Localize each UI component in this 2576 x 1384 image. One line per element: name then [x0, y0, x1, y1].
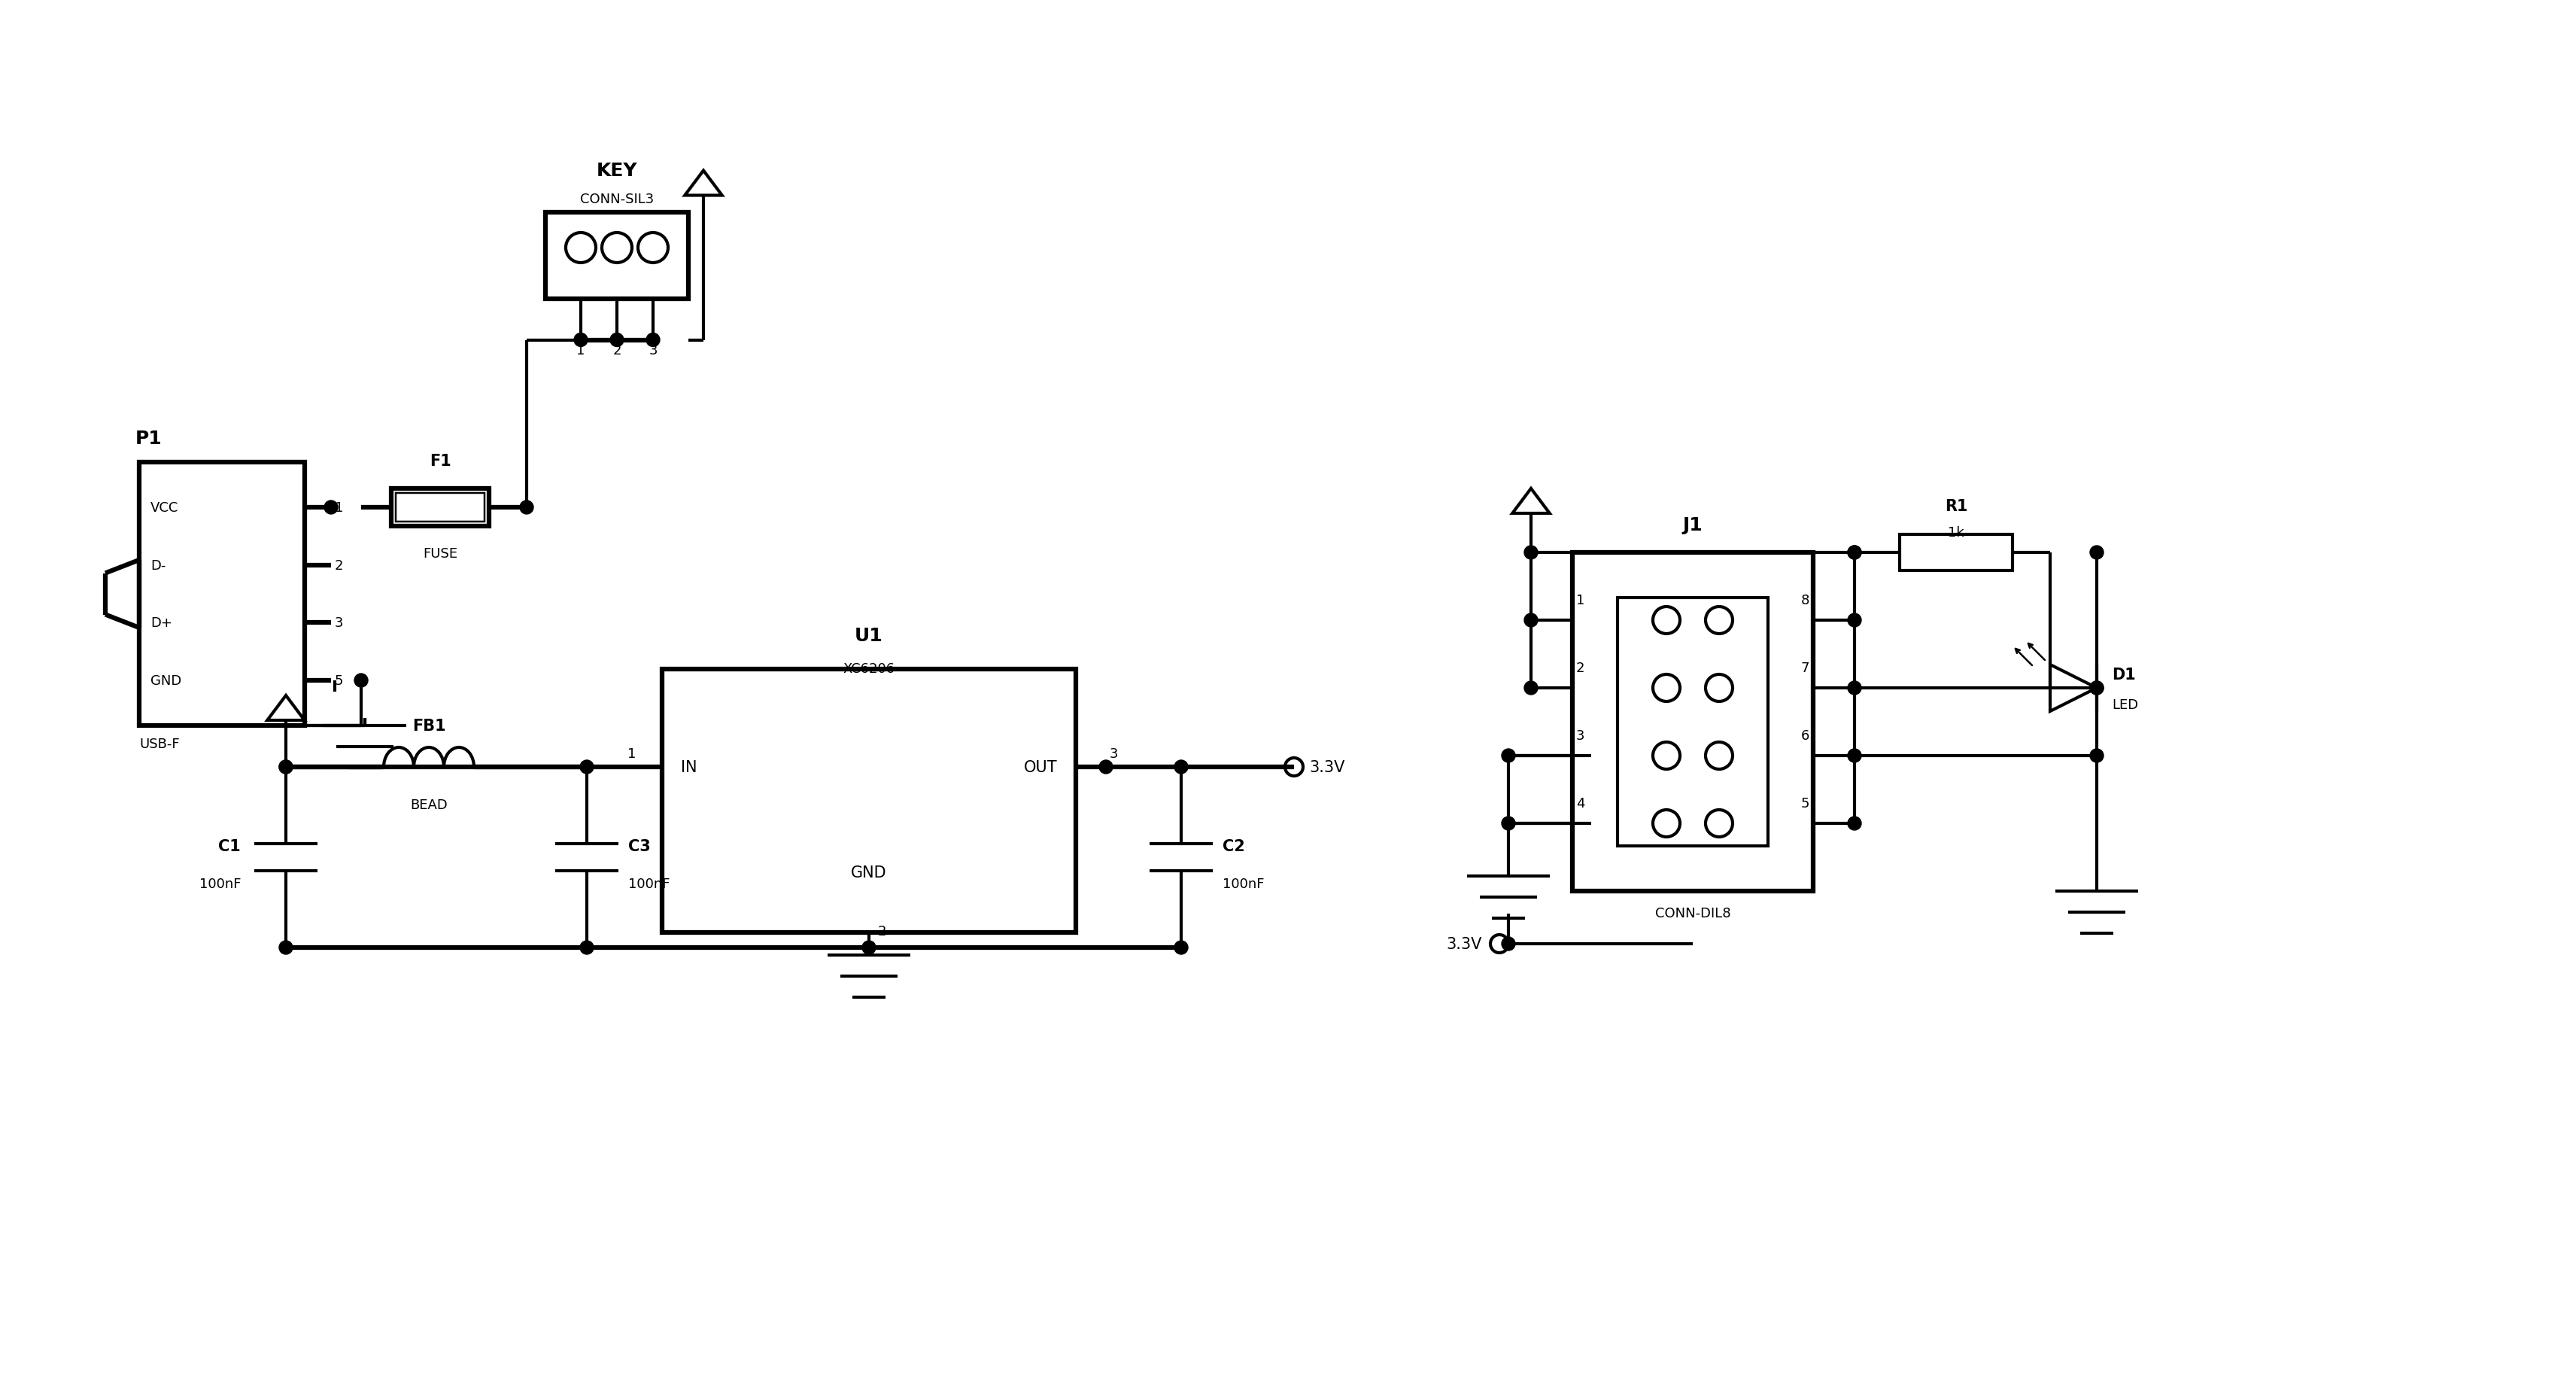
Circle shape [2089, 681, 2105, 695]
Text: C1: C1 [219, 839, 240, 854]
Circle shape [1525, 547, 1538, 559]
Text: 1: 1 [335, 501, 343, 515]
Circle shape [1847, 817, 1862, 830]
Circle shape [580, 760, 592, 774]
Circle shape [1502, 937, 1515, 951]
Text: 3.3V: 3.3V [1309, 760, 1345, 775]
Circle shape [1847, 613, 1862, 627]
Text: 1k: 1k [1947, 526, 1965, 540]
Circle shape [611, 334, 623, 347]
Circle shape [325, 501, 337, 515]
Text: 3: 3 [335, 616, 343, 630]
Text: LED: LED [2112, 698, 2138, 711]
Text: 6: 6 [1801, 729, 1808, 742]
Text: KEY: KEY [598, 162, 636, 180]
Text: FB1: FB1 [412, 718, 446, 734]
Circle shape [1847, 749, 1862, 763]
Circle shape [1847, 681, 1862, 695]
Circle shape [1175, 760, 1188, 774]
Circle shape [278, 760, 294, 774]
Circle shape [1847, 547, 1862, 559]
Text: XC6206: XC6206 [842, 662, 894, 675]
Circle shape [355, 674, 368, 688]
Text: CONN-DIL8: CONN-DIL8 [1654, 907, 1731, 920]
Text: J1: J1 [1682, 516, 1703, 534]
Text: D-: D- [149, 559, 165, 573]
Text: 1: 1 [577, 345, 585, 357]
Text: 2: 2 [1577, 662, 1584, 674]
Circle shape [2089, 547, 2105, 559]
Text: 5: 5 [335, 674, 343, 688]
Text: 2: 2 [878, 925, 886, 938]
Text: CONN-SIL3: CONN-SIL3 [580, 192, 654, 206]
Bar [546, 213, 688, 299]
Text: C3: C3 [629, 839, 652, 854]
Circle shape [647, 334, 659, 347]
Circle shape [1100, 760, 1113, 774]
Text: 2: 2 [335, 559, 343, 573]
Bar [1571, 552, 1814, 891]
Text: GND: GND [850, 865, 886, 880]
Text: R1: R1 [1945, 498, 1968, 513]
Text: 3: 3 [1577, 729, 1584, 742]
Text: P1: P1 [137, 429, 162, 447]
Text: U1: U1 [855, 627, 884, 645]
Text: OUT: OUT [1023, 760, 1056, 775]
Text: 4: 4 [1577, 797, 1584, 810]
Text: C2: C2 [1224, 839, 1244, 854]
Text: D1: D1 [2112, 667, 2136, 682]
Text: D+: D+ [149, 616, 173, 630]
Text: 1: 1 [626, 747, 636, 760]
Text: 3: 3 [1110, 747, 1118, 760]
Circle shape [1847, 547, 1862, 559]
Circle shape [574, 334, 587, 347]
Circle shape [278, 941, 294, 955]
Circle shape [2089, 749, 2105, 763]
Circle shape [1502, 749, 1515, 763]
Text: 5: 5 [1801, 797, 1808, 810]
Text: 8: 8 [1801, 594, 1808, 608]
Text: BEAD: BEAD [410, 799, 448, 811]
Circle shape [1175, 941, 1188, 955]
Circle shape [2089, 681, 2105, 695]
Circle shape [1525, 613, 1538, 627]
Bar [392, 489, 489, 526]
Bar [139, 462, 304, 725]
Text: USB-F: USB-F [139, 738, 180, 750]
Bar [662, 670, 1077, 933]
Bar [397, 494, 484, 522]
Circle shape [1525, 681, 1538, 695]
Text: 100nF: 100nF [1224, 877, 1265, 890]
Text: GND: GND [149, 674, 180, 688]
Bar [1618, 598, 1767, 846]
Text: 100nF: 100nF [629, 877, 670, 890]
Circle shape [863, 941, 876, 955]
Text: FUSE: FUSE [422, 547, 459, 561]
Text: F1: F1 [430, 454, 451, 469]
Text: VCC: VCC [149, 501, 178, 515]
Text: 3: 3 [649, 345, 657, 357]
Circle shape [520, 501, 533, 515]
Circle shape [278, 760, 294, 774]
Circle shape [580, 941, 592, 955]
Circle shape [1502, 817, 1515, 830]
Text: 3.3V: 3.3V [1448, 937, 1481, 951]
Text: 7: 7 [1801, 662, 1808, 674]
Text: 1: 1 [1577, 594, 1584, 608]
Bar [1899, 534, 2012, 570]
Text: 2: 2 [613, 345, 621, 357]
Text: IN: IN [680, 760, 698, 775]
Text: 100nF: 100nF [198, 877, 240, 890]
